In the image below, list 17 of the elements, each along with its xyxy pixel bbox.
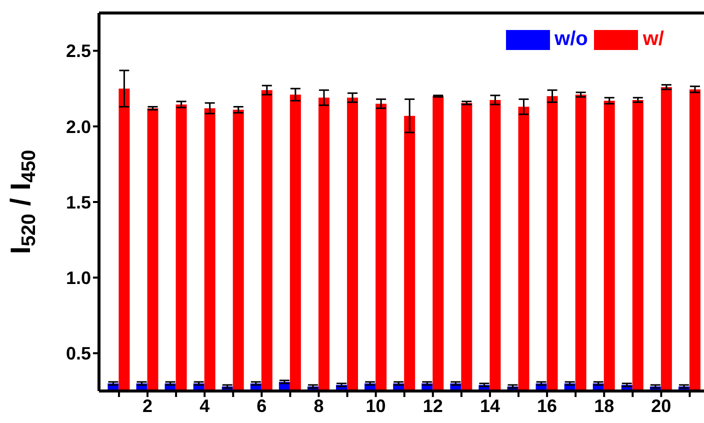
x-tick-label: 8 — [314, 396, 324, 416]
x-tick-label: 16 — [537, 396, 558, 416]
x-tick-label: 10 — [366, 396, 386, 416]
legend-label: w/o — [554, 28, 588, 51]
x-tick-label: 6 — [256, 396, 267, 416]
y-tick-label: 1.5 — [66, 192, 91, 212]
x-tick-label: 20 — [651, 396, 672, 416]
y-tick-label: 2.5 — [66, 41, 91, 62]
x-tick-label: 2 — [142, 396, 153, 416]
x-tick-label: 14 — [480, 396, 500, 416]
legend-label: w/ — [642, 28, 664, 51]
y-tick-label: 2.0 — [66, 116, 91, 137]
y-tick-label: 1.0 — [66, 268, 91, 288]
x-tick-label: 4 — [200, 396, 210, 416]
x-tick-label: 18 — [594, 396, 614, 416]
y-tick-label: 0.5 — [66, 344, 91, 364]
x-tick-label: 12 — [422, 396, 443, 416]
